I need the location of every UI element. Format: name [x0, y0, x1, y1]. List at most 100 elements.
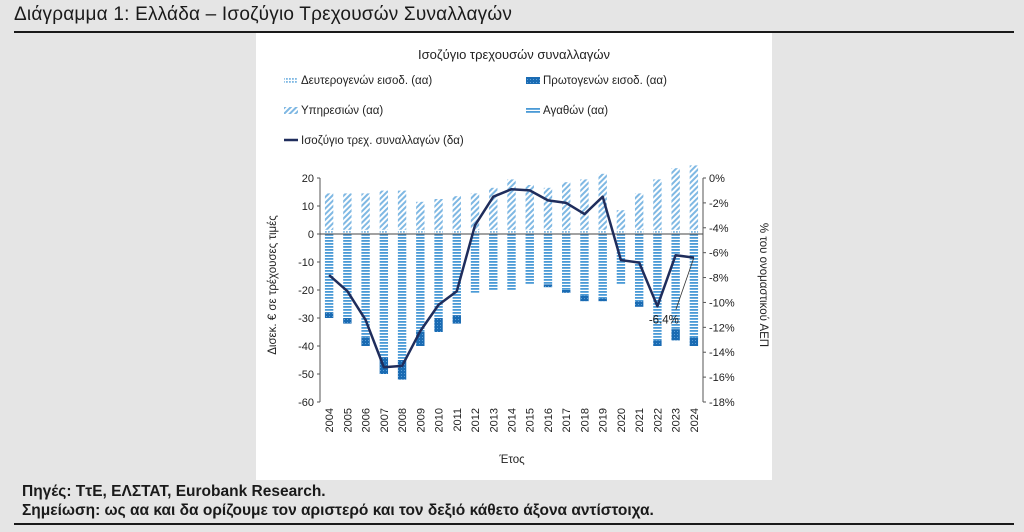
bar-goods	[507, 234, 516, 290]
bar-goods	[653, 234, 662, 341]
bar-secondary-income	[562, 229, 571, 234]
y-tick-label-left: -10	[298, 257, 314, 269]
bar-primary-income	[689, 337, 699, 346]
legend-swatch-services	[284, 107, 298, 114]
x-tick-label: 2021	[634, 408, 646, 432]
bar-services	[543, 187, 553, 230]
y-tick-label-left: -20	[298, 285, 314, 297]
bar-secondary-income	[416, 229, 425, 234]
title-divider	[14, 31, 1014, 33]
x-tick-label: 2005	[342, 408, 354, 432]
bar-goods	[671, 234, 680, 330]
x-tick-label: 2023	[671, 408, 683, 432]
bar-services	[416, 201, 425, 230]
bar-secondary-income	[598, 229, 607, 234]
legend-swatch-goods	[526, 107, 540, 114]
x-tick-label: 2010	[434, 408, 446, 432]
bar-services	[507, 179, 516, 230]
bar-secondary-income	[507, 229, 516, 234]
bar-services	[598, 173, 607, 230]
y-tick-label-right: -4%	[709, 223, 729, 235]
bar-secondary-income	[616, 229, 626, 234]
bar-goods	[361, 234, 370, 338]
bar-services	[361, 193, 370, 230]
current-account-chart: Ισοζύγιο τρεχουσών συναλλαγών Δευτερογεν…	[267, 47, 769, 466]
bar-secondary-income	[689, 229, 699, 234]
bar-services	[525, 185, 534, 230]
bar-primary-income	[416, 332, 425, 346]
bar-primary-income	[653, 340, 662, 346]
bar-goods	[416, 234, 425, 332]
chart-panel: Ισοζύγιο τρεχουσών συναλλαγών Δευτερογεν…	[256, 33, 772, 480]
bar-goods	[324, 234, 334, 313]
bar-primary-income	[562, 290, 571, 293]
bar-services	[379, 190, 389, 230]
bar-primary-income	[361, 337, 370, 346]
bar-secondary-income	[434, 229, 443, 234]
bar-services	[616, 210, 626, 230]
bar-goods	[452, 234, 461, 316]
x-tick-label: 2020	[616, 408, 628, 432]
bar-goods	[634, 234, 644, 302]
y-tick-label-left: -30	[298, 313, 314, 325]
bar-primary-income	[452, 315, 461, 324]
bar-goods	[562, 234, 571, 290]
bar-goods	[689, 234, 699, 338]
bar-services	[324, 193, 334, 230]
bar-primary-income	[671, 329, 680, 341]
y-tick-label-left: 10	[302, 201, 314, 213]
bar-secondary-income	[671, 229, 680, 234]
bar-secondary-income	[324, 229, 334, 234]
y-tick-label-right: -2%	[709, 198, 729, 210]
x-tick-label: 2022	[652, 408, 664, 432]
bar-primary-income	[397, 360, 407, 380]
bar-primary-income	[580, 295, 589, 302]
x-tick-label: 2015	[525, 408, 537, 432]
legend-label-secondary-income: Δευτερογενών εισοδ. (αα)	[301, 75, 432, 87]
bar-goods	[470, 234, 480, 293]
x-tick-label: 2008	[397, 408, 409, 432]
bar-goods	[543, 234, 553, 285]
x-tick-label: 2024	[689, 408, 701, 432]
bar-services	[470, 193, 480, 230]
bar-services	[452, 196, 461, 230]
y-tick-label-left: 0	[308, 229, 314, 241]
footnotes: Πηγές: ΤτΕ, ΕΛΣΤΑΤ, Eurobank Research. Σ…	[22, 482, 654, 520]
y-tick-label-right: -8%	[709, 273, 729, 285]
bar-primary-income	[598, 298, 607, 302]
bar-services	[489, 187, 498, 230]
x-tick-label: 2004	[324, 408, 336, 432]
legend-label-services: Υπηρεσιών (αα)	[301, 105, 383, 117]
y-tick-label-left: 20	[302, 173, 314, 185]
bar-goods	[434, 234, 443, 318]
x-tick-label: 2014	[507, 408, 519, 432]
annotation-leader-line	[675, 257, 695, 310]
bar-goods	[379, 234, 389, 358]
bar-secondary-income	[543, 229, 553, 234]
x-tick-label: 2018	[579, 408, 591, 432]
bar-primary-income	[343, 318, 352, 324]
annotation-label: -6.4%	[649, 315, 679, 327]
legend-label-primary-income: Πρωτογενών εισοδ. (αα)	[543, 75, 667, 87]
legend-swatch-secondary-income	[284, 77, 298, 84]
bar-goods	[598, 234, 607, 299]
bar-services	[653, 179, 662, 230]
bar-services	[634, 193, 644, 230]
bar-services	[671, 168, 680, 230]
bar-services	[343, 193, 352, 230]
bar-primary-income	[434, 318, 443, 332]
legend-label-goods: Αγαθών (αα)	[543, 105, 608, 117]
y-axis-label-right: % του ονομαστικού ΑΕΠ	[757, 223, 769, 347]
balance-line	[328, 187, 695, 369]
y-tick-label-right: -16%	[709, 372, 735, 384]
y-tick-label-right: -18%	[709, 397, 735, 409]
bar-secondary-income	[525, 229, 534, 234]
x-axis-label: Έτος	[498, 454, 525, 466]
bar-secondary-income	[489, 229, 498, 234]
bar-secondary-income	[653, 229, 662, 234]
y-tick-label-right: -12%	[709, 322, 735, 334]
legend-label-balance: Ισοζύγιο τρεχ. συναλλαγών (δα)	[301, 135, 464, 147]
bar-secondary-income	[452, 229, 461, 234]
bar-goods	[580, 234, 589, 296]
bar-goods	[525, 234, 534, 285]
